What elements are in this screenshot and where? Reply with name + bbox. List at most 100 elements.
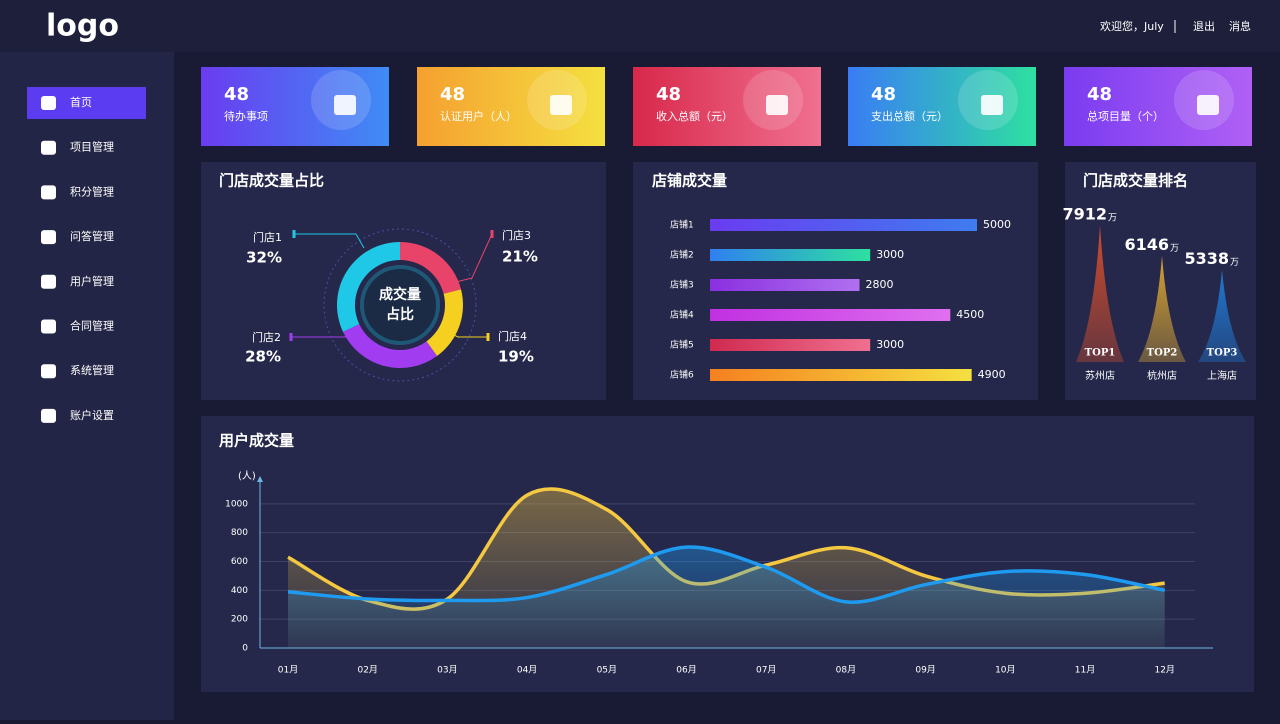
menu-icon bbox=[41, 274, 56, 289]
legend-label: 门店4 bbox=[498, 329, 527, 343]
data-label: 5338 bbox=[1184, 249, 1229, 268]
x-tick-label: 07月 bbox=[756, 665, 776, 676]
x-tick-label: 11月 bbox=[1075, 665, 1095, 676]
menu-item[interactable]: 系统管理 bbox=[70, 363, 114, 377]
menu-item[interactable]: 问答管理 bbox=[70, 229, 114, 243]
logo[interactable]: logo bbox=[46, 9, 119, 44]
menu-item[interactable]: 用户管理 bbox=[70, 274, 114, 288]
menu-item[interactable]: 首页 bbox=[70, 95, 92, 109]
menu-icon bbox=[41, 96, 56, 110]
card-label: 支出总额（元） bbox=[871, 109, 948, 123]
donut-center bbox=[360, 265, 440, 345]
panel-title: 门店成交量占比 bbox=[219, 172, 324, 190]
menu-item[interactable]: 合同管理 bbox=[70, 319, 114, 333]
x-tick-label: 02月 bbox=[357, 665, 377, 676]
stat-card bbox=[848, 67, 1036, 146]
data-label: 21% bbox=[502, 248, 538, 266]
y-tick-label: 1000 bbox=[225, 499, 248, 509]
data-label: 7912 bbox=[1062, 205, 1107, 224]
leader-dot bbox=[486, 333, 490, 341]
x-tick-label: 05月 bbox=[597, 665, 617, 676]
card-value: 48 bbox=[224, 84, 249, 105]
y-tick-label: 店铺1 bbox=[670, 219, 694, 231]
menu-item[interactable]: 项目管理 bbox=[70, 140, 114, 154]
messages[interactable]: 消息 bbox=[1229, 19, 1251, 33]
header-bar bbox=[0, 0, 1280, 52]
leader-dot bbox=[490, 230, 494, 238]
card-value: 48 bbox=[871, 84, 896, 105]
rank-label: TOP1 bbox=[1085, 348, 1116, 359]
leader-dot bbox=[292, 230, 296, 238]
card-icon bbox=[334, 95, 356, 115]
donut-center-text: 成交量 bbox=[379, 286, 421, 303]
axis-label: (人) bbox=[238, 470, 256, 482]
data-label: 6146 bbox=[1124, 235, 1169, 254]
x-tick-label: 01月 bbox=[278, 665, 298, 676]
dashed-ring bbox=[323, 228, 477, 382]
menu-item[interactable]: 账户设置 bbox=[70, 408, 114, 422]
menu-item[interactable]: 积分管理 bbox=[70, 184, 114, 198]
pie-segment bbox=[426, 289, 464, 356]
card-icon bbox=[550, 95, 572, 115]
menu-icon bbox=[41, 230, 56, 245]
leader-line bbox=[291, 327, 353, 338]
menu-icon bbox=[41, 408, 56, 423]
peak bbox=[1138, 255, 1186, 362]
y-tick-label: 店铺2 bbox=[670, 249, 694, 261]
y-tick-label: 800 bbox=[231, 528, 248, 538]
data-label: 28% bbox=[245, 348, 281, 366]
axis-arrow bbox=[257, 476, 263, 482]
menu-icon bbox=[41, 140, 56, 155]
x-tick-label: 08月 bbox=[836, 665, 856, 676]
data-label: 3000 bbox=[876, 248, 904, 261]
bar bbox=[710, 249, 871, 261]
bar bbox=[710, 369, 972, 381]
data-label: 19% bbox=[498, 348, 534, 366]
legend-label: 门店1 bbox=[253, 230, 282, 244]
x-tick-label: 苏州店 bbox=[1085, 369, 1115, 382]
card-icon bbox=[766, 95, 788, 115]
area bbox=[288, 547, 1165, 648]
card-value: 48 bbox=[1087, 84, 1112, 105]
card-icon bbox=[981, 95, 1003, 115]
x-tick-label: 03月 bbox=[437, 665, 457, 676]
stat-card bbox=[417, 67, 605, 146]
card-icon bbox=[1197, 95, 1219, 115]
panel-title: 门店成交量排名 bbox=[1083, 172, 1188, 190]
y-tick-label: 店铺5 bbox=[670, 339, 694, 351]
peak bbox=[1198, 269, 1246, 362]
x-tick-label: 12月 bbox=[1154, 665, 1174, 676]
x-tick-label: 上海店 bbox=[1207, 369, 1237, 382]
donut-center-text: 占比 bbox=[386, 306, 414, 323]
pie-segment bbox=[400, 242, 462, 294]
data-label: 3000 bbox=[876, 338, 904, 351]
data-label: 5000 bbox=[983, 218, 1011, 231]
data-label: 4500 bbox=[956, 308, 984, 321]
card-value: 48 bbox=[656, 84, 681, 105]
legend-label: 门店3 bbox=[502, 228, 531, 242]
menu-icon bbox=[41, 319, 56, 334]
stat-card bbox=[201, 67, 389, 146]
y-tick-label: 200 bbox=[231, 615, 248, 625]
unit-label: 万 bbox=[1170, 244, 1179, 254]
card-value: 48 bbox=[440, 84, 465, 105]
leader-line bbox=[447, 331, 488, 338]
panel-title: 用户成交量 bbox=[219, 432, 294, 450]
bar bbox=[710, 339, 871, 351]
logout[interactable]: 退出 bbox=[1193, 19, 1215, 33]
pie-segment bbox=[343, 324, 438, 368]
card-label: 待办事项 bbox=[224, 109, 268, 123]
card-label: 收入总额（元） bbox=[656, 109, 733, 123]
stat-card bbox=[633, 67, 821, 146]
y-tick-label: 600 bbox=[231, 557, 248, 567]
x-tick-label: 06月 bbox=[676, 665, 696, 676]
y-tick-label: 店铺6 bbox=[670, 369, 694, 381]
y-tick-label: 店铺4 bbox=[670, 309, 694, 321]
welcome: 欢迎您，July bbox=[1100, 19, 1164, 33]
x-tick-label: 杭州店 bbox=[1147, 369, 1177, 382]
data-label: 32% bbox=[246, 249, 282, 267]
x-tick-label: 09月 bbox=[915, 665, 935, 676]
y-tick-label: 400 bbox=[231, 586, 248, 596]
